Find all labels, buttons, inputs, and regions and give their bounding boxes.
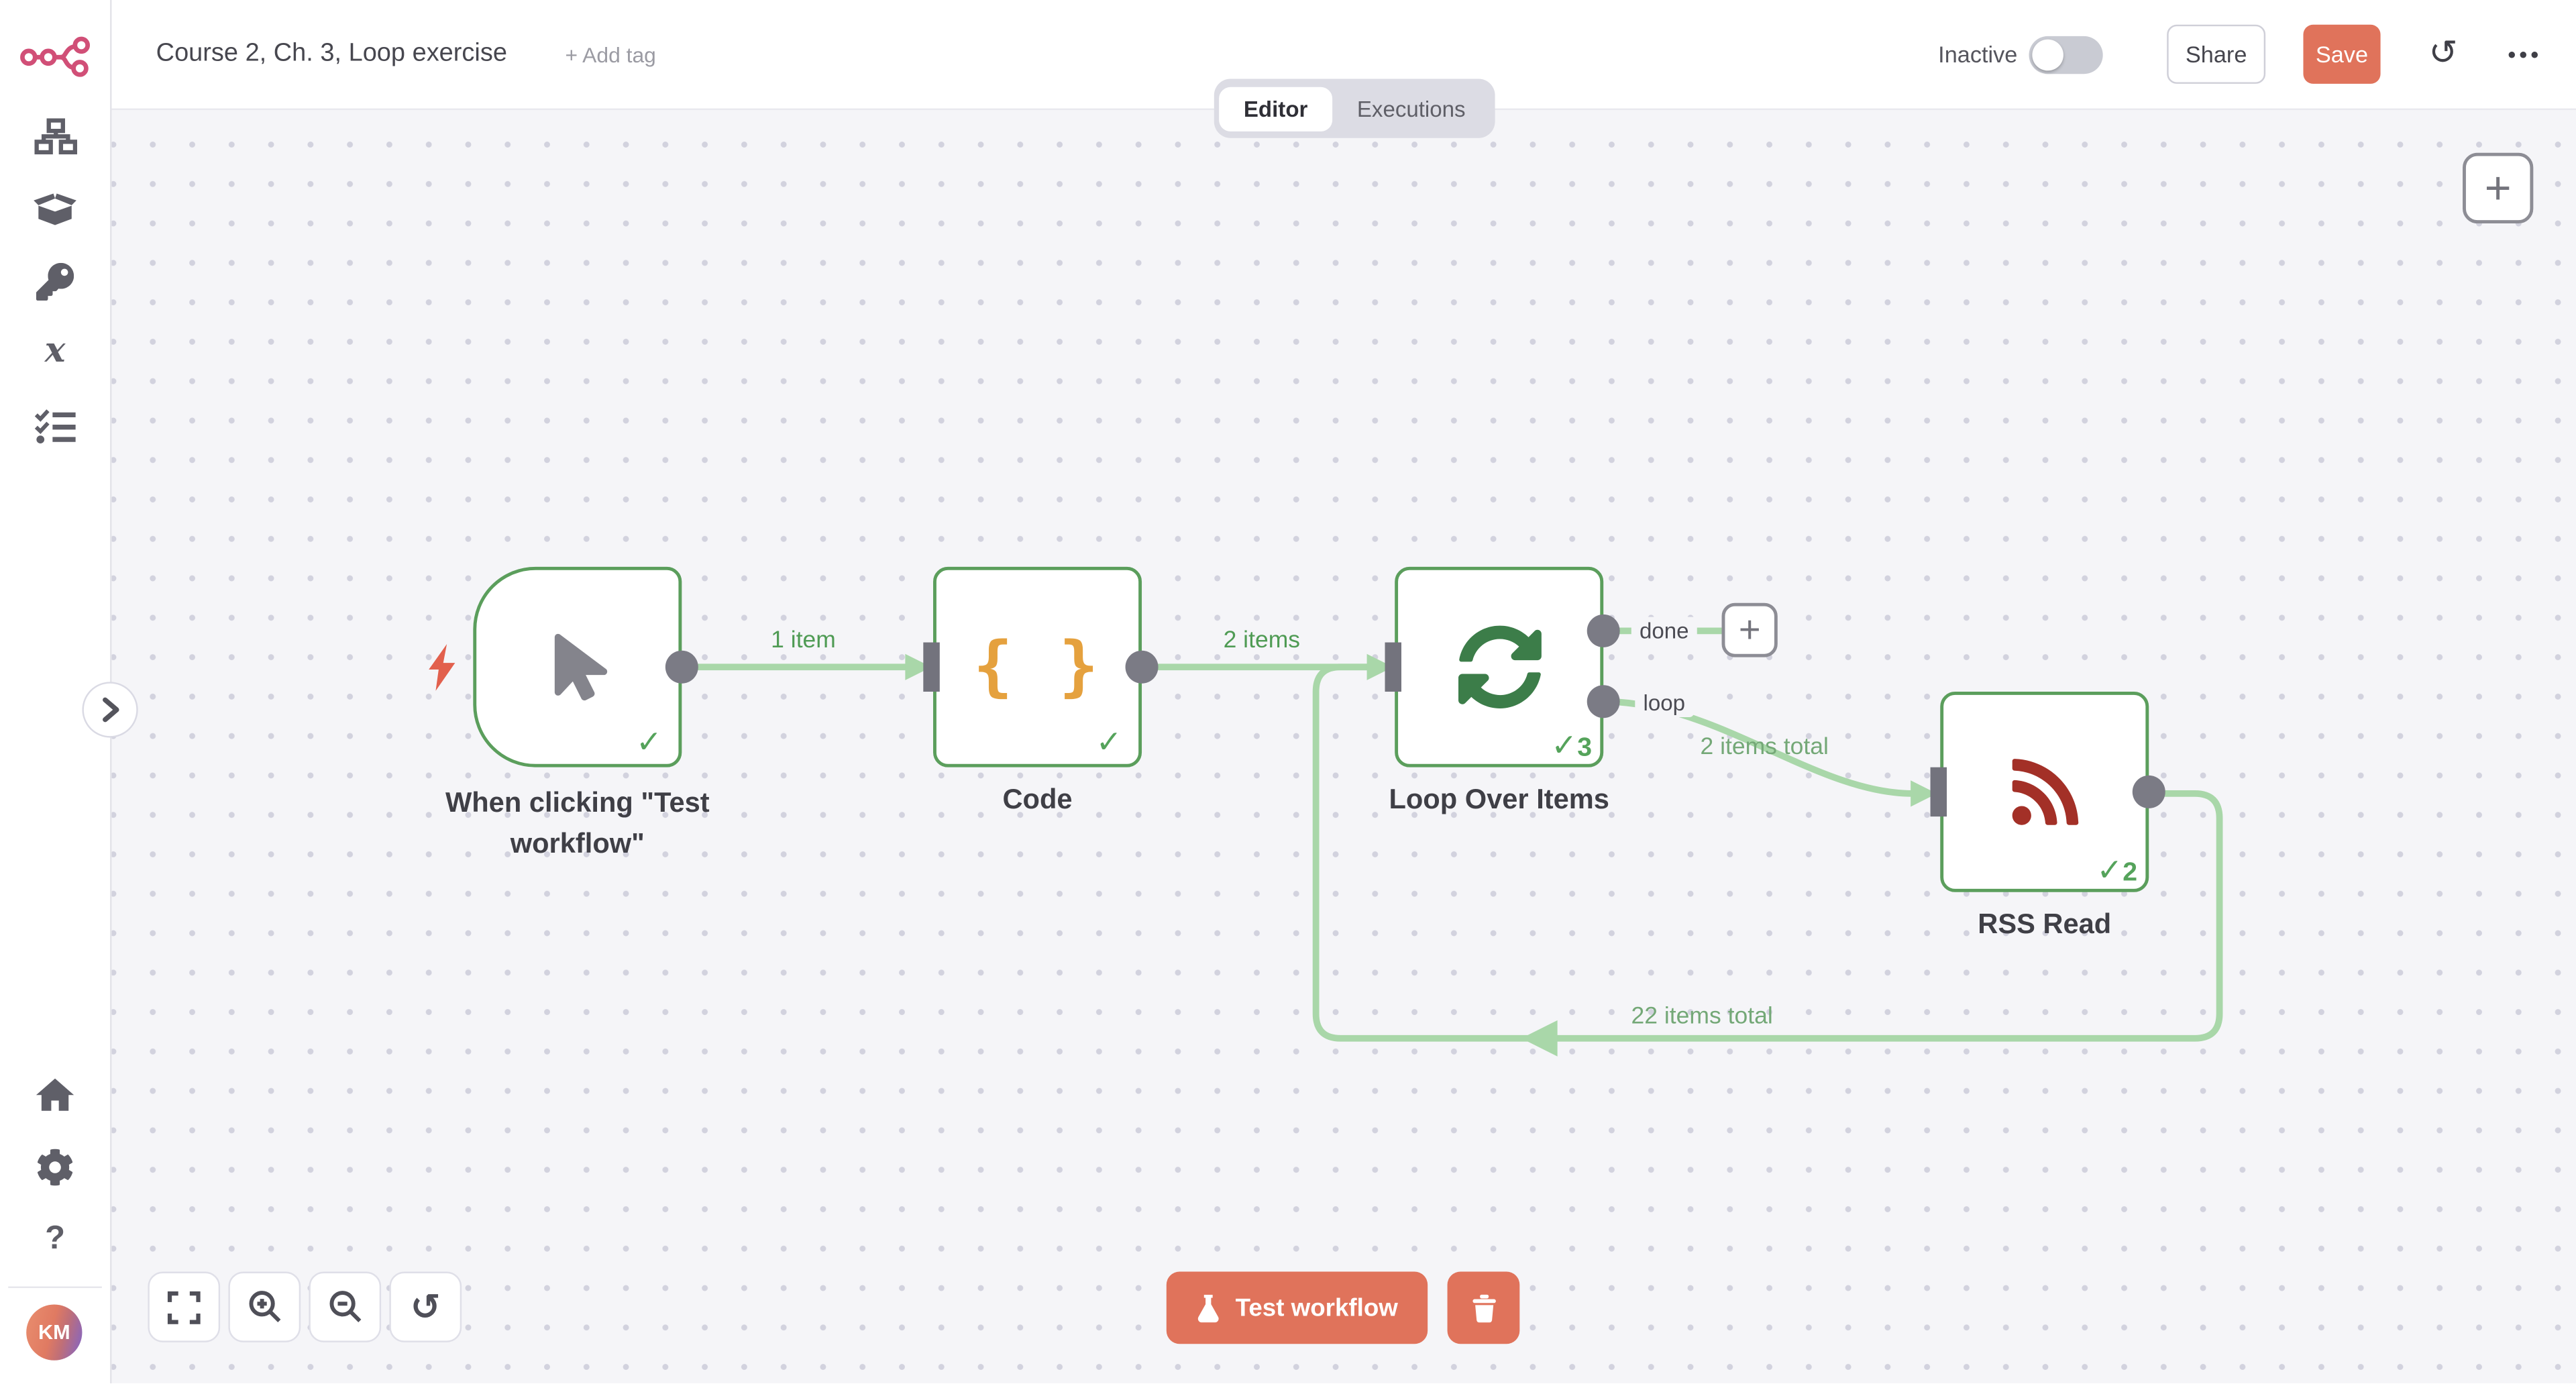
sidebar-item-executions[interactable] (0, 409, 110, 445)
history-icon[interactable]: ↺ (2428, 34, 2458, 72)
test-workflow-button[interactable]: Test workflow (1166, 1271, 1428, 1344)
input-port[interactable] (1385, 642, 1401, 692)
sidebar-item-home[interactable] (0, 1078, 110, 1112)
trigger-bolt-icon (429, 644, 455, 691)
node-code[interactable]: { } ✓ Code (923, 566, 1159, 815)
tab-executions[interactable]: Executions (1356, 96, 1466, 121)
templates-icon (34, 193, 76, 225)
connection-label-2-items: 2 items (1223, 627, 1301, 654)
input-port[interactable] (1930, 767, 1947, 817)
success-badge: ✓ 2 (2096, 856, 2137, 888)
sidebar-divider (8, 1286, 102, 1289)
fit-view-button[interactable] (148, 1271, 221, 1342)
connection-label-1-item: 1 item (771, 627, 836, 654)
input-port[interactable] (923, 642, 940, 692)
node-label: Loop Over Items (1389, 784, 1609, 815)
help-icon: ? (45, 1220, 66, 1257)
success-badge: ✓ (1096, 728, 1122, 759)
editor-executions-tabs: Editor Executions (1214, 78, 1495, 138)
check-icon: ✓ (2096, 854, 2123, 889)
connection-label-22-items-total: 22 items total (1631, 1004, 1773, 1030)
variables-icon: x (44, 328, 66, 370)
output-port[interactable] (665, 650, 698, 684)
node-body[interactable]: ✓ 3 (1395, 566, 1604, 767)
more-options-icon[interactable]: ●●● (2507, 46, 2542, 63)
delete-workflow-button[interactable] (1447, 1271, 1520, 1344)
activation-toggle[interactable] (2029, 36, 2103, 74)
executions-list-icon (34, 409, 75, 443)
node-when-clicking-test-workflow[interactable]: ✓ When clicking "Test workflow" (429, 566, 710, 859)
test-workflow-label: Test workflow (1235, 1293, 1398, 1322)
run-count: 3 (1577, 734, 1593, 763)
check-icon: ✓ (635, 726, 662, 761)
output-port-loop[interactable] (1587, 685, 1620, 718)
node-rss-read[interactable]: ✓ 2 RSS Read (1930, 692, 2165, 940)
home-icon (36, 1078, 74, 1111)
output-port-label-done: done (1631, 617, 1697, 645)
avatar-initials: KM (38, 1320, 70, 1344)
connection-label-2-items-total: 2 items total (1700, 734, 1829, 761)
n8n-logo-icon[interactable] (19, 30, 91, 78)
zoom-in-icon (248, 1291, 280, 1323)
output-port-done[interactable] (1587, 614, 1620, 647)
save-button[interactable]: Save (2303, 24, 2381, 84)
check-icon: ✓ (1095, 726, 1122, 761)
sidebar-item-variables[interactable]: x (0, 332, 110, 366)
zoom-out-button[interactable] (309, 1271, 382, 1342)
user-avatar[interactable]: KM (26, 1304, 83, 1361)
plus-icon: + (2484, 162, 2512, 213)
sidebar-item-credentials[interactable] (0, 262, 110, 301)
expand-panel-chevron[interactable] (82, 682, 138, 738)
check-icon: ✓ (1551, 729, 1578, 764)
reset-zoom-icon: ↺ (410, 1285, 441, 1327)
sidebar-item-help[interactable]: ? (0, 1221, 110, 1259)
share-button[interactable]: Share (2167, 24, 2266, 84)
zoom-out-icon (329, 1291, 361, 1323)
run-count: 2 (2123, 859, 2138, 888)
success-badge: ✓ 3 (1551, 731, 1592, 763)
node-loop-over-items[interactable]: ✓ 3 Loop Over Items (1385, 566, 1620, 815)
flask-icon (1197, 1293, 1219, 1322)
toggle-knob (2032, 39, 2063, 71)
reset-zoom-button[interactable]: ↺ (389, 1271, 462, 1342)
sidebar-item-templates[interactable] (0, 191, 110, 227)
add-node-button[interactable]: + (2463, 152, 2534, 224)
tab-editor[interactable]: Editor (1219, 86, 1333, 131)
success-badge: ✓ (636, 728, 662, 759)
workflow-title[interactable]: Course 2, Ch. 3, Loop exercise (156, 39, 507, 68)
trash-icon (1472, 1293, 1495, 1322)
sidebar-item-settings[interactable] (0, 1149, 110, 1186)
loop-sync-icon (1457, 625, 1541, 708)
cursor-pointer-icon (553, 633, 606, 701)
code-braces-icon: { } (973, 629, 1102, 705)
plus-icon: + (1738, 608, 1761, 651)
output-port[interactable] (2132, 775, 2165, 808)
output-port[interactable] (1125, 650, 1159, 684)
node-body[interactable]: ✓ (473, 566, 682, 767)
add-tag-button[interactable]: + Add tag (565, 42, 656, 68)
node-label: When clicking "Test workflow" (445, 787, 710, 859)
node-label: Code (1002, 784, 1073, 815)
fit-view-icon (167, 1290, 201, 1324)
node-body[interactable]: ✓ 2 (1940, 692, 2149, 892)
activation-status-label: Inactive (1938, 41, 2018, 68)
workflows-icon (34, 118, 76, 155)
sidebar-item-workflows[interactable] (0, 118, 110, 155)
rss-icon (2011, 759, 2078, 825)
node-body[interactable]: { } ✓ (933, 566, 1142, 767)
output-port-label-loop: loop (1635, 689, 1694, 717)
add-node-after-done-button[interactable]: + (1721, 602, 1778, 657)
key-icon (36, 262, 74, 301)
zoom-in-button[interactable] (228, 1271, 301, 1342)
gear-icon (37, 1149, 73, 1186)
chevron-right-icon (101, 697, 119, 723)
node-label: RSS Read (1978, 908, 2112, 940)
